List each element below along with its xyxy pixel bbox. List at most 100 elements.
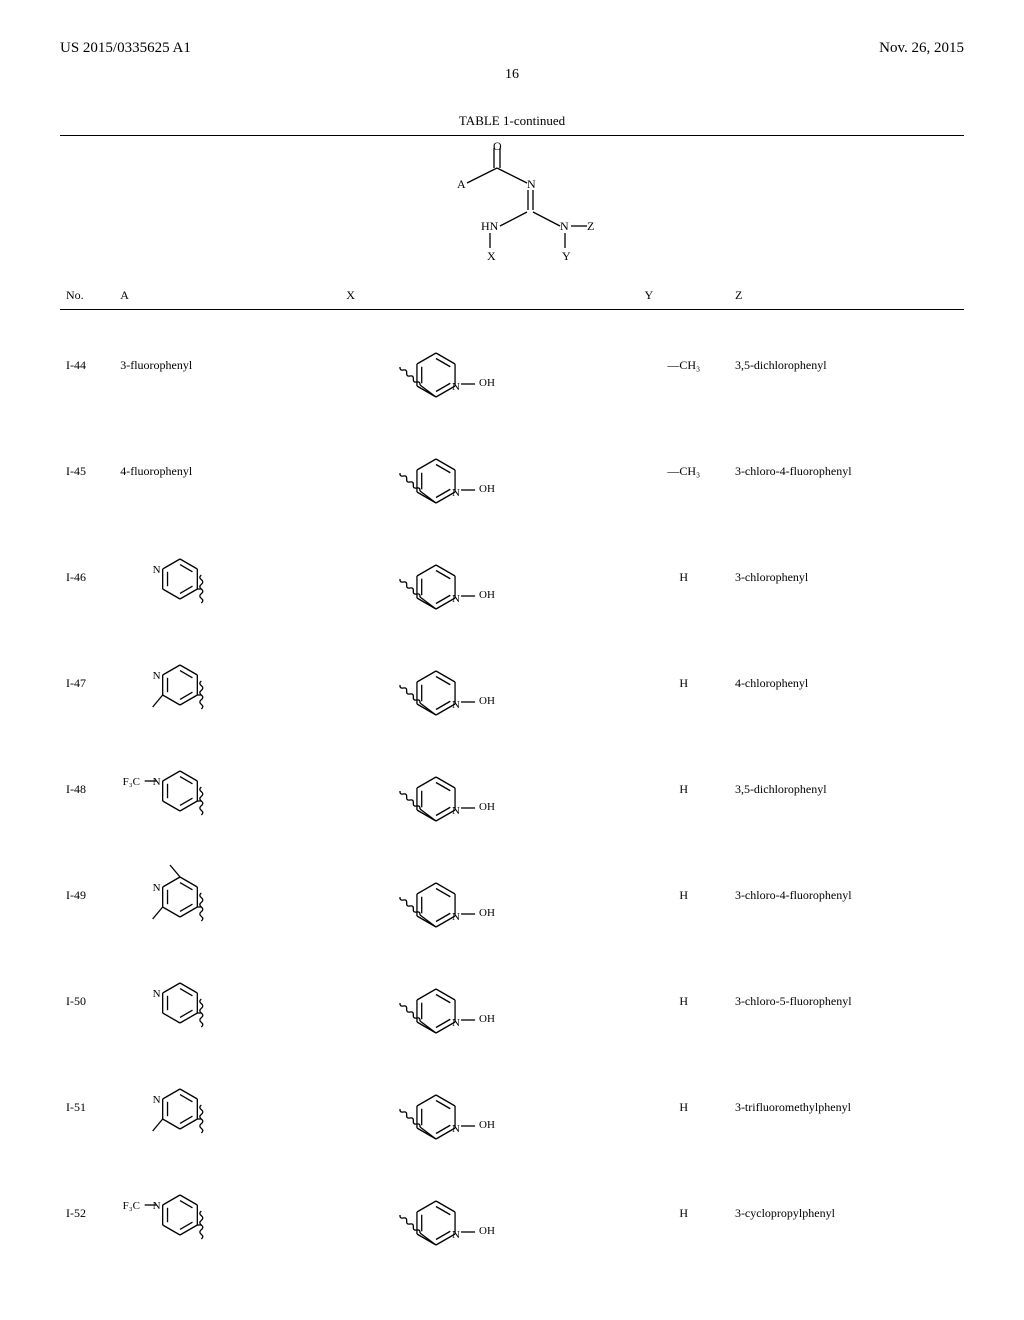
cell-y: H (639, 948, 729, 1054)
col-header-no: No. (60, 284, 114, 307)
cell-no: I-50 (60, 948, 114, 1054)
svg-text:N: N (452, 593, 460, 605)
page-number: 16 (60, 67, 964, 83)
svg-text:Z: Z (587, 219, 594, 233)
svg-text:N: N (153, 1094, 161, 1106)
svg-text:N: N (452, 1017, 460, 1029)
svg-text:N: N (560, 219, 569, 233)
svg-text:OH: OH (479, 695, 495, 707)
svg-text:N: N (452, 1123, 460, 1135)
top-rule (60, 135, 964, 136)
cell-x: N OH (340, 736, 638, 842)
svg-text:OH: OH (479, 801, 495, 813)
svg-text:OH: OH (479, 1225, 495, 1237)
cell-a: NF₃C (114, 736, 340, 842)
svg-text:F₃C: F₃C (123, 776, 140, 788)
svg-text:O: O (493, 139, 502, 153)
table-row: I-49NNOHH3-chloro-4-fluorophenyl (60, 842, 964, 948)
svg-text:X: X (487, 249, 496, 263)
compound-table: No. A X Y Z I-443-fluorophenylNOH—CH₃3,5… (60, 284, 964, 1266)
cell-y: H (639, 524, 729, 630)
svg-text:N: N (153, 670, 161, 682)
cell-z: 3,5-dichlorophenyl (729, 312, 964, 418)
cell-z: 3-cyclopropylphenyl (729, 1160, 964, 1266)
table-row: I-454-fluorophenylNOH—CH₃3-chloro-4-fluo… (60, 418, 964, 524)
cell-no: I-46 (60, 524, 114, 630)
svg-text:OH: OH (479, 483, 495, 495)
cell-y: H (639, 842, 729, 948)
cell-y: —CH₃ (639, 312, 729, 418)
svg-text:A: A (457, 177, 466, 191)
table-row: I-48NF₃C N OH H3,5-dichlorophenyl (60, 736, 964, 842)
cell-a: N (114, 842, 340, 948)
svg-text:OH: OH (479, 907, 495, 919)
col-header-z: Z (729, 284, 964, 307)
table-row: I-47 N N OH H4-chlorophenyl (60, 630, 964, 736)
header-left: US 2015/0335625 A1 (60, 40, 191, 57)
table-row: I-50 N N OH H3-chloro-5-fluorophenyl (60, 948, 964, 1054)
cell-y: H (639, 736, 729, 842)
table-row: I-52 N F₃C N OH H3-cyclopropylphenyl (60, 1160, 964, 1266)
cell-no: I-45 (60, 418, 114, 524)
cell-y: H (639, 1160, 729, 1266)
table-row: I-443-fluorophenyl N OH —CH₃3,5-dichlorophe… (60, 312, 964, 418)
cell-z: 3-trifluoromethylphenyl (729, 1054, 964, 1160)
cell-x: N OH (340, 1054, 638, 1160)
cell-y: H (639, 630, 729, 736)
cell-no: I-48 (60, 736, 114, 842)
cell-x: N OH (340, 1160, 638, 1266)
svg-text:N: N (527, 177, 536, 191)
svg-text:N: N (452, 699, 460, 711)
cell-a: 4-fluorophenyl (114, 418, 340, 524)
table-row: I-51 N N OH H3-trifluoromethylphenyl (60, 1054, 964, 1160)
cell-a: N (114, 948, 340, 1054)
table-row: I-46 N N OH H3-chlorophenyl (60, 524, 964, 630)
svg-text:N: N (452, 805, 460, 817)
central-scheme: O A N HN N Z X Y (60, 138, 964, 272)
cell-y: —CH₃ (639, 418, 729, 524)
svg-text:OH: OH (479, 1119, 495, 1131)
cell-z: 3-chlorophenyl (729, 524, 964, 630)
svg-text:F₃C: F₃C (123, 1200, 140, 1212)
cell-x: N OH (340, 948, 638, 1054)
col-header-a: A (114, 284, 340, 307)
col-header-x: X (340, 284, 638, 307)
svg-text:N: N (153, 564, 161, 576)
svg-text:OH: OH (479, 377, 495, 389)
cell-x: N OH (340, 418, 638, 524)
cell-x: N OH (340, 630, 638, 736)
svg-text:N: N (452, 487, 460, 499)
svg-text:N: N (452, 1229, 460, 1241)
cell-z: 4-chlorophenyl (729, 630, 964, 736)
cell-x: N OH (340, 312, 638, 418)
col-header-y: Y (639, 284, 729, 307)
cell-y: H (639, 1054, 729, 1160)
cell-a: 3-fluorophenyl (114, 312, 340, 418)
svg-text:N: N (153, 988, 161, 1000)
page-header: US 2015/0335625 A1 Nov. 26, 2015 (60, 40, 964, 57)
cell-no: I-52 (60, 1160, 114, 1266)
header-right: Nov. 26, 2015 (879, 40, 964, 57)
cell-a: N F₃C (114, 1160, 340, 1266)
svg-text:N: N (452, 381, 460, 393)
cell-z: 3-chloro-5-fluorophenyl (729, 948, 964, 1054)
cell-a: N (114, 630, 340, 736)
cell-no: I-49 (60, 842, 114, 948)
cell-a: N (114, 524, 340, 630)
table-header-row: No. A X Y Z (60, 284, 964, 307)
cell-x: N OH (340, 842, 638, 948)
table-title: TABLE 1-continued (60, 113, 964, 129)
cell-no: I-47 (60, 630, 114, 736)
cell-no: I-51 (60, 1054, 114, 1160)
svg-text:OH: OH (479, 589, 495, 601)
cell-a: N (114, 1054, 340, 1160)
svg-text:OH: OH (479, 1013, 495, 1025)
svg-text:N: N (452, 911, 460, 923)
svg-text:N: N (153, 1200, 161, 1212)
svg-text:N: N (153, 882, 161, 894)
cell-z: 3,5-dichlorophenyl (729, 736, 964, 842)
cell-x: N OH (340, 524, 638, 630)
svg-text:Y: Y (562, 249, 571, 263)
svg-text:HN: HN (481, 219, 499, 233)
cell-no: I-44 (60, 312, 114, 418)
